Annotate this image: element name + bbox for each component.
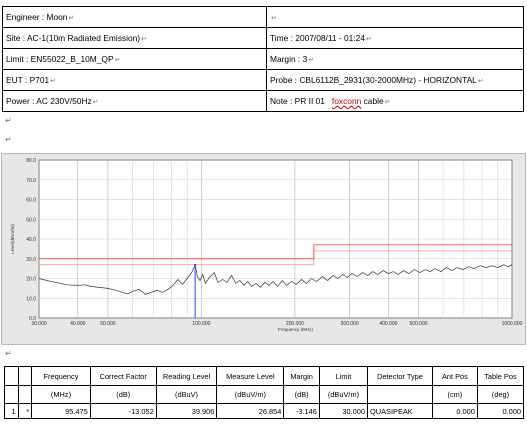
engineer-text: Engineer : Moon [6, 12, 68, 22]
spellcheck-flagged-word: foxconn [331, 96, 362, 106]
column-header: Ant Pos [431, 366, 478, 386]
x-tick-label: 300.000 [341, 321, 359, 327]
note-cell: Note : PR II 01 foxconn cable↵ [266, 90, 524, 112]
paragraph-mark: ↵ [477, 78, 484, 85]
paragraph-mark: ↵ [308, 57, 315, 64]
emission-trace [38, 263, 513, 295]
column-unit: (MHz) [31, 385, 91, 404]
paragraph-mark: ↵ [384, 99, 391, 106]
table-row: 1 * 95.475 -13.052 39.906 26.854 -3.146 30.000 Q… [4, 403, 525, 419]
paragraph-mark: ↵ [114, 57, 121, 64]
engineer-cell: Engineer : Moon↵ [2, 6, 267, 28]
table-cell: 0.000 [476, 403, 525, 419]
power-cell: Power : AC 230V/50Hz↵ [2, 90, 267, 112]
column-header [4, 366, 19, 386]
column-header: Frequency [31, 366, 91, 386]
x-tick-label: 1000.000 [502, 321, 523, 327]
y-tick-label: 60.0 [26, 198, 36, 204]
x-tick-label: 50.000 [100, 321, 116, 327]
eut-cell: EUT : P701↵ [2, 69, 267, 91]
paragraph-mark: ↵ [141, 36, 147, 43]
results-table: Frequency Correct Factor Reading Level Meas… [4, 366, 525, 419]
column-header: Reading Level [155, 366, 218, 386]
x-tick-label: 200.000 [286, 321, 304, 327]
y-tick-label: 10.0 [26, 296, 36, 302]
probe-cell: Probe : CBL6112B_2931(30-2000MHz) - HORI… [266, 69, 524, 91]
y-axis-label: Level(dBuV/m) [10, 224, 15, 254]
y-tick-label: 20.0 [26, 277, 36, 283]
emission-chart: 0.0 10.0 20.0 30.0 40.0 50.0 60.0 70.0 80.0 30.00… [1, 153, 526, 345]
column-unit: (cm) [431, 385, 478, 404]
x-tick-label: 30.000 [31, 321, 47, 327]
x-tick-label: 40.000 [70, 321, 86, 327]
column-unit [17, 385, 33, 404]
column-unit: (deg) [476, 385, 525, 404]
empty-info-cell: ↵ [266, 6, 524, 28]
table-cell: 39.906 [155, 403, 218, 419]
column-unit: (dBuV) [155, 385, 218, 404]
test-info-table: Engineer : Moon↵ ↵ Site : AC-1(10m Radia… [2, 6, 524, 112]
column-unit: (dBuV/m) [216, 385, 285, 404]
table-cell: -3.146 [283, 403, 320, 419]
y-tick-label: 30.0 [26, 257, 36, 263]
table-cell: 30.000 [318, 403, 369, 419]
peak-marker-point [193, 263, 197, 267]
eut-text: EUT : P701 [6, 75, 50, 85]
table-cell: QUASIPEAK [367, 403, 433, 419]
column-unit [367, 385, 433, 404]
table-cell: -13.052 [89, 403, 157, 419]
table-cell: 26.854 [216, 403, 285, 419]
x-tick-label: 100.000 [192, 321, 210, 327]
column-unit: (dB) [283, 385, 320, 404]
table-cell: 95.475 [31, 403, 91, 419]
limit-cell: Limit : EN55022_B_10M_QP↵ [2, 48, 267, 70]
column-unit: (dBuV/m) [318, 385, 369, 404]
column-header [17, 366, 33, 386]
paragraph-mark: ↵ [50, 78, 57, 85]
table-cell: 1 [4, 403, 19, 419]
column-header: Detector Type [367, 366, 433, 386]
paragraph-mark: ↵ [68, 15, 75, 22]
y-tick-label: 50.0 [26, 217, 36, 223]
note-suffix-text: cable [361, 96, 384, 106]
paragraph-mark: ↵ [271, 15, 277, 22]
results-units-row: (MHz) (dB) (dBuV) (dBuV/m) (dB) (dBuV/m) (cm)(… [4, 385, 525, 404]
column-unit: (dB) [89, 385, 157, 404]
limit-text: Limit : EN55022_B_10M_QP [6, 54, 114, 64]
y-tick-label: 40.0 [26, 237, 36, 243]
return-mark: ↵ [5, 116, 12, 125]
site-text: Site : AC-1(10m Radiated Emission) [6, 33, 141, 43]
x-tick-label: 400.000 [379, 321, 397, 327]
site-cell: Site : AC-1(10m Radiated Emission)↵ [2, 27, 267, 49]
emission-chart-svg: 0.0 10.0 20.0 30.0 40.0 50.0 60.0 70.0 80.0 30.00… [10, 158, 523, 332]
margin-text: Margin : 3 [270, 54, 308, 64]
time-cell: Time : 2007/08/11 - 01:24↵ [266, 27, 524, 49]
return-mark: ↵ [5, 349, 12, 358]
y-tick-label: 70.0 [26, 178, 36, 184]
column-unit [4, 385, 19, 404]
column-header: Limit [318, 366, 369, 386]
paragraph-mark: ↵ [92, 99, 99, 106]
probe-text: Probe : CBL6112B_2931(30-2000MHz) - HORI… [270, 75, 477, 85]
limit-line [39, 244, 512, 260]
column-header: Measure Level [216, 366, 285, 386]
results-header-row: Frequency Correct Factor Reading Level Meas… [4, 366, 525, 386]
column-header: Margin [283, 366, 320, 386]
table-cell: 0.000 [431, 403, 478, 419]
column-header: Table Pos [476, 366, 525, 386]
y-tick-label: 80.0 [26, 158, 36, 164]
power-text: Power : AC 230V/50Hz [6, 96, 92, 106]
y-tick-label: 0.0 [29, 316, 36, 322]
note-text: Note : PR II 01 [270, 96, 325, 106]
table-cell: * [17, 403, 33, 419]
x-tick-label: 500.000 [409, 321, 427, 327]
paragraph-mark: ↵ [365, 36, 372, 43]
time-text: Time : 2007/08/11 - 01:24 [270, 33, 365, 43]
margin-cell: Margin : 3↵ [266, 48, 524, 70]
return-mark: ↵ [5, 135, 12, 144]
x-axis-label: Frequency (MHz) [278, 327, 313, 332]
column-header: Correct Factor [89, 366, 157, 386]
